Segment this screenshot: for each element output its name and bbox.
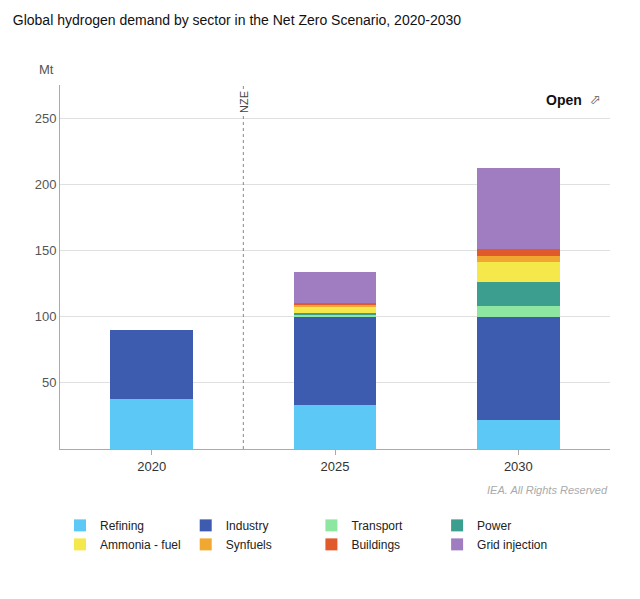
svg-text:Refining: Refining <box>100 519 144 533</box>
svg-text:Ammonia - fuel: Ammonia - fuel <box>100 538 181 552</box>
svg-text:Power: Power <box>477 519 511 533</box>
svg-text:250: 250 <box>35 111 57 126</box>
svg-text:50: 50 <box>42 375 56 390</box>
svg-text:Synfuels: Synfuels <box>226 538 272 552</box>
svg-text:Buildings: Buildings <box>351 538 400 552</box>
svg-text:2025: 2025 <box>321 459 350 474</box>
svg-text:2020: 2020 <box>137 459 166 474</box>
svg-text:Global hydrogen demand by sect: Global hydrogen demand by sector in the … <box>13 12 461 28</box>
svg-text:⬀: ⬀ <box>590 92 601 107</box>
svg-text:Transport: Transport <box>351 519 403 533</box>
svg-text:200: 200 <box>35 177 57 192</box>
svg-text:Industry: Industry <box>226 519 269 533</box>
svg-text:2030: 2030 <box>504 459 533 474</box>
svg-text:150: 150 <box>35 243 57 258</box>
svg-text:NZE: NZE <box>238 91 250 113</box>
svg-text:IEA. All Rights Reserved: IEA. All Rights Reserved <box>487 484 608 496</box>
svg-text:Mt: Mt <box>39 62 54 77</box>
svg-text:100: 100 <box>35 309 57 324</box>
svg-text:Open: Open <box>546 92 582 108</box>
svg-text:Grid injection: Grid injection <box>477 538 547 552</box>
